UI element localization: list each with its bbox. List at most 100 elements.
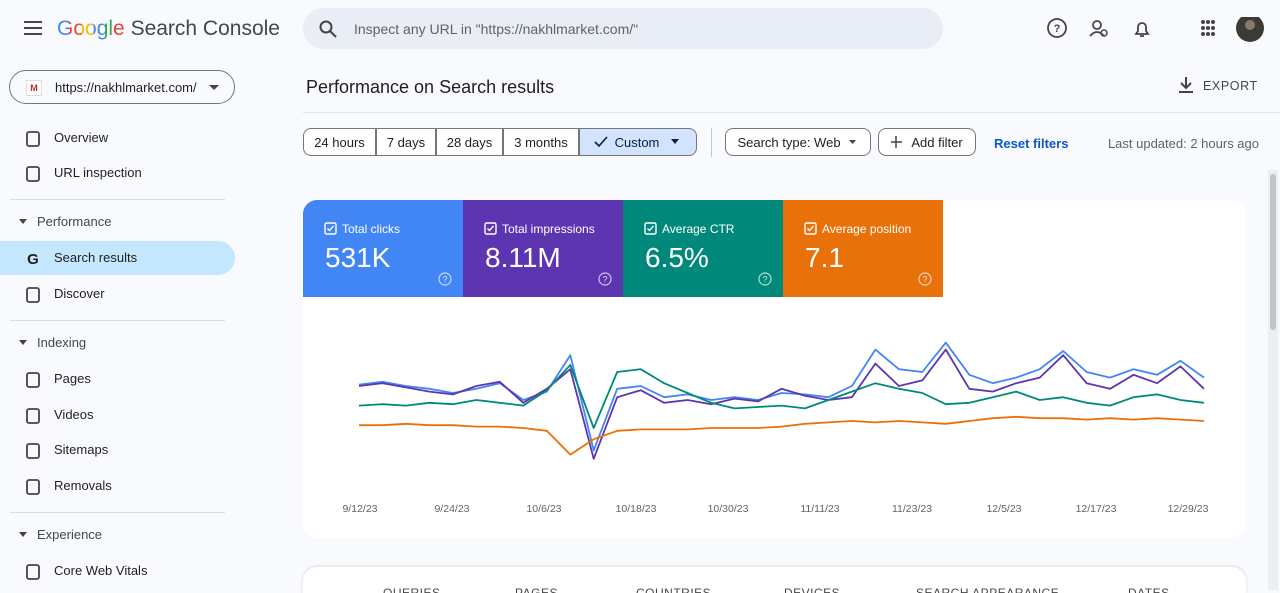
metric-value: 6.5% (645, 242, 709, 273)
date-range-button[interactable]: 3 months (503, 128, 579, 156)
svg-text:?: ? (762, 275, 767, 285)
divider (10, 512, 225, 513)
metric-tile[interactable]: ? Total impressions 8.11M (463, 200, 623, 297)
metric-tile[interactable]: ? Total clicks 531K (303, 200, 463, 297)
metric-label: Total clicks (342, 222, 401, 236)
bell-icon[interactable] (1134, 22, 1150, 37)
property-selector[interactable]: M https://nakhlmarket.com/ (9, 70, 235, 104)
nav-icon (26, 478, 40, 495)
x-tick-label: 10/18/23 (616, 503, 657, 515)
nav-item[interactable]: Removals (54, 477, 112, 493)
svg-text:?: ? (1054, 23, 1061, 35)
series-line (358, 364, 1205, 429)
export-icon (1179, 77, 1193, 93)
metric-label: Total impressions (502, 222, 595, 236)
nav-item[interactable]: Sitemaps (54, 442, 109, 457)
tab[interactable]: QUERIES (383, 586, 441, 593)
apps-icon[interactable] (1201, 20, 1215, 36)
divider (711, 128, 712, 157)
x-tick-label: 9/24/23 (434, 503, 469, 515)
nav-item[interactable]: Search results (54, 250, 138, 265)
nav-icon (26, 564, 40, 580)
date-range-label: 3 months (514, 134, 568, 150)
nav-section[interactable]: Performance (37, 214, 112, 229)
nav-section[interactable]: Indexing (37, 335, 87, 350)
divider (10, 320, 225, 321)
x-tick-label: 12/29/23 (1168, 503, 1209, 515)
nav-item[interactable]: URL inspection (54, 165, 142, 180)
nav-icon (26, 407, 40, 424)
search-type-button[interactable]: Search type: Web (725, 128, 871, 156)
search-bar[interactable]: Inspect any URL in "https://nakhlmarket.… (303, 8, 943, 49)
help-icon[interactable]: ? (918, 272, 932, 286)
metric-tile[interactable]: ? Average CTR 6.5% (623, 200, 783, 297)
help-icon[interactable] (1047, 18, 1067, 38)
nav-icon (26, 131, 40, 147)
x-tick-label: 10/6/23 (526, 503, 561, 515)
metric-label: Average CTR (662, 222, 735, 236)
search-placeholder: Inspect any URL in "https://nakhlmarket.… (354, 21, 639, 37)
tab[interactable]: PAGES (515, 586, 558, 593)
date-range-button[interactable]: 7 days (376, 128, 436, 156)
date-range-button[interactable]: 28 days (436, 128, 503, 156)
nav-item[interactable]: Discover (54, 285, 105, 301)
nav-item[interactable]: Videos (54, 406, 94, 422)
checkbox (324, 222, 337, 235)
date-range-label: 24 hours (314, 134, 365, 150)
section-caret[interactable] (19, 532, 27, 538)
x-tick-label: 11/23/23 (892, 503, 932, 515)
help-icon[interactable]: ? (758, 272, 772, 286)
help-icon[interactable]: ? (438, 272, 452, 286)
section-caret[interactable] (19, 340, 27, 346)
scrollbar-thumb[interactable] (1270, 174, 1276, 330)
tab[interactable]: SEARCH APPEARANCE (916, 586, 1060, 593)
series-line (358, 348, 1205, 460)
page-title: Performance on Search results (306, 77, 555, 97)
tab[interactable]: DATES (1128, 586, 1170, 593)
last-updated: Last updated: 2 hours ago (1107, 136, 1259, 151)
add-filter-button[interactable]: Add filter (878, 128, 976, 156)
series-line (358, 341, 1205, 452)
tab[interactable]: COUNTRIES (636, 586, 712, 593)
metric-value: 8.11M (485, 242, 561, 273)
series-line (359, 415, 1205, 456)
svg-text:?: ? (442, 275, 447, 285)
table-card (303, 567, 1246, 593)
checkbox (484, 222, 497, 235)
x-tick-label: 12/17/23 (1076, 503, 1117, 515)
dropdown-caret (671, 139, 680, 144)
nav-section[interactable]: Experience (37, 527, 103, 542)
nav-item[interactable]: Core Web Vitals (54, 563, 148, 578)
x-tick-label: 9/12/23 (342, 503, 377, 515)
section-caret[interactable] (19, 219, 27, 225)
nav-icon: G (27, 251, 39, 268)
metric-tile[interactable]: ? Average position 7.1 (783, 200, 943, 297)
date-range-button[interactable]: Custom (579, 128, 697, 156)
x-tick-label: 10/30/23 (708, 503, 749, 515)
nav-icon (26, 166, 40, 182)
users-icon[interactable] (1092, 20, 1102, 30)
nav-icon (26, 372, 40, 388)
export-button[interactable]: EXPORT (1203, 79, 1258, 93)
nav-item[interactable]: Pages (54, 371, 91, 386)
chart: 9/12/23 9/24/23 10/6/23 10/18/23 10/30/23 11/… (342, 341, 1209, 515)
add-filter-label: Add filter (911, 134, 963, 150)
checkbox (804, 222, 817, 235)
search-type-label: Search type: Web (737, 134, 841, 150)
dropdown-caret (209, 85, 219, 90)
metric-label: Average position (822, 222, 912, 236)
reset-filters[interactable]: Reset filters (994, 136, 1069, 151)
menu-icon[interactable] (24, 20, 42, 36)
scrollbar-track (1268, 170, 1278, 590)
nav-item[interactable]: Overview (54, 130, 109, 145)
search-icon (319, 20, 337, 38)
help-icon[interactable]: ? (598, 272, 612, 286)
logo-google: Google (57, 17, 125, 40)
tab[interactable]: DEVICES (784, 586, 841, 593)
logo-product: Search Console (130, 17, 280, 40)
date-range-button[interactable]: 24 hours (303, 128, 376, 156)
divider (10, 199, 225, 200)
svg-text:?: ? (922, 275, 927, 285)
logo[interactable]: Google Search Console (57, 17, 280, 41)
